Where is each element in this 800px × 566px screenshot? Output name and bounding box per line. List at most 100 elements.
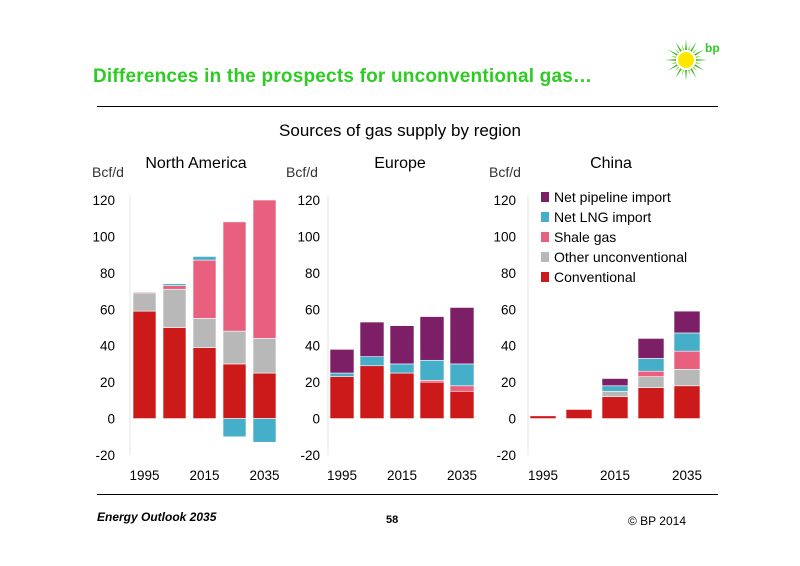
logo-core (678, 52, 694, 68)
legend-label: Net LNG import (554, 209, 651, 225)
chart-panel-2: Europe Bcf/d -20 0 20 40 60 80 100 120 1995 2015 203… (286, 155, 488, 483)
bar-net-pipeline-import-2005 (359, 321, 385, 357)
y-tick-label: 0 (312, 412, 320, 427)
logo-ray (675, 68, 682, 79)
bar-other-unconventional-2015 (601, 390, 629, 398)
logo-ray (670, 55, 677, 59)
footer-source: Energy Outlook 2035 (97, 510, 217, 524)
bar-shale-gas-2005 (162, 285, 187, 290)
slide-title: Differences in the prospects for unconve… (93, 66, 593, 87)
logo-ray (687, 69, 691, 76)
logo-ray (685, 39, 687, 51)
logo-ray (681, 69, 685, 76)
logo-ray (690, 68, 697, 79)
bar-shale-gas-2035 (673, 350, 701, 370)
logo-ray (695, 59, 707, 61)
bar-net-lng-import-2005 (359, 356, 385, 367)
logo-ray (692, 66, 698, 72)
bar-other-unconventional-2015 (192, 318, 217, 348)
logo-ray (681, 44, 685, 51)
bar-net-lng-import-2025 (419, 359, 445, 381)
y-axis-unit-label: Bcf/d (286, 164, 318, 180)
bar-conventional-1995 (529, 415, 557, 419)
y-tick-label: 40 (100, 339, 115, 354)
y-axis-unit-label: Bcf/d (489, 164, 521, 180)
bar-conventional-2025 (222, 363, 247, 419)
bar-conventional-2015 (192, 347, 217, 419)
bar-net-lng-import-2015 (389, 363, 415, 374)
y-tick-label: 0 (508, 412, 516, 427)
bar-net-lng-import-2015 (192, 256, 217, 261)
logo-ray (670, 61, 677, 65)
bar-conventional-2005 (162, 327, 187, 419)
bar-shale-gas-1995 (132, 291, 157, 294)
bar-conventional-2005 (565, 409, 593, 419)
y-tick-label: 60 (100, 302, 115, 317)
bar-other-unconventional-2035 (673, 369, 701, 387)
bar-net-lng-import-2035 (449, 363, 475, 387)
bar-net-lng-import-2005 (162, 283, 187, 286)
x-tick-label: 1995 (327, 468, 357, 483)
bar-net-lng-import-2035 (673, 332, 701, 352)
copyright: © BP 2014 (628, 514, 686, 528)
logo-ray (674, 66, 680, 72)
bar-net-pipeline-import-2035 (673, 310, 701, 334)
bar-net-pipeline-import-2015 (389, 325, 415, 365)
logo-ray (695, 61, 702, 65)
bar-net-pipeline-import-2015 (601, 378, 629, 387)
y-tick-label: 40 (501, 339, 516, 354)
chart-title: China (590, 155, 632, 172)
bar-net-lng-import-2035 (252, 418, 277, 443)
x-tick-label: 2035 (249, 468, 279, 483)
legend-swatch (541, 212, 549, 222)
chart-panel-1: North America Bcf/d -20 0 20 40 60 80 100 120 1995… (92, 155, 290, 483)
logo-ray (667, 64, 678, 71)
logo-ray (694, 64, 705, 71)
y-tick-label: -20 (496, 448, 516, 463)
bar-other-unconventional-2025 (637, 376, 665, 388)
x-tick-label: 2035 (672, 468, 702, 483)
logo-ray (667, 49, 678, 56)
chart-title: Europe (374, 155, 426, 172)
legend-swatch (541, 252, 549, 262)
logo-ray (694, 49, 705, 56)
bar-other-unconventional-2025 (222, 330, 247, 365)
bar-net-pipeline-import-2035 (449, 307, 475, 365)
logo-ray (665, 59, 677, 61)
x-tick-label: 2035 (447, 468, 477, 483)
bar-net-pipeline-import-2025 (637, 338, 665, 359)
y-tick-label: -20 (95, 448, 115, 463)
x-tick-label: 2015 (387, 468, 417, 483)
x-tick-label: 1995 (528, 468, 558, 483)
bar-net-lng-import-2015 (601, 385, 629, 392)
y-axis-unit-label: Bcf/d (92, 164, 124, 180)
bar-shale-gas-2035 (449, 385, 475, 392)
y-tick-label: 100 (297, 229, 320, 244)
legend-swatch (541, 272, 549, 282)
bar-net-lng-import-2025 (637, 358, 665, 372)
x-tick-label: 1995 (129, 468, 159, 483)
y-tick-label: 80 (100, 266, 115, 281)
bp-helios-logo-icon (665, 39, 707, 81)
bar-conventional-1995 (329, 376, 355, 419)
logo-ray (690, 41, 697, 52)
bar-conventional-2025 (419, 381, 445, 419)
bar-other-unconventional-2005 (162, 288, 187, 328)
bar-shale-gas-2015 (192, 259, 217, 319)
legend-swatch (541, 232, 549, 242)
y-tick-label: 20 (100, 375, 115, 390)
bar-conventional-2035 (252, 372, 277, 419)
logo-ray (674, 48, 680, 54)
bar-net-pipeline-import-1995 (329, 349, 355, 374)
y-tick-label: 0 (107, 412, 115, 427)
y-tick-label: 100 (493, 229, 516, 244)
bar-conventional-2035 (673, 385, 701, 419)
logo-ray (692, 48, 698, 54)
page-number: 58 (386, 514, 399, 526)
charts-area: North America Bcf/d -20 0 20 40 60 80 100 120 1995… (92, 155, 703, 483)
y-tick-label: 20 (305, 375, 320, 390)
y-tick-label: 60 (501, 302, 516, 317)
y-tick-label: 80 (305, 266, 320, 281)
logo-ray (675, 41, 682, 52)
y-tick-label: 20 (501, 375, 516, 390)
